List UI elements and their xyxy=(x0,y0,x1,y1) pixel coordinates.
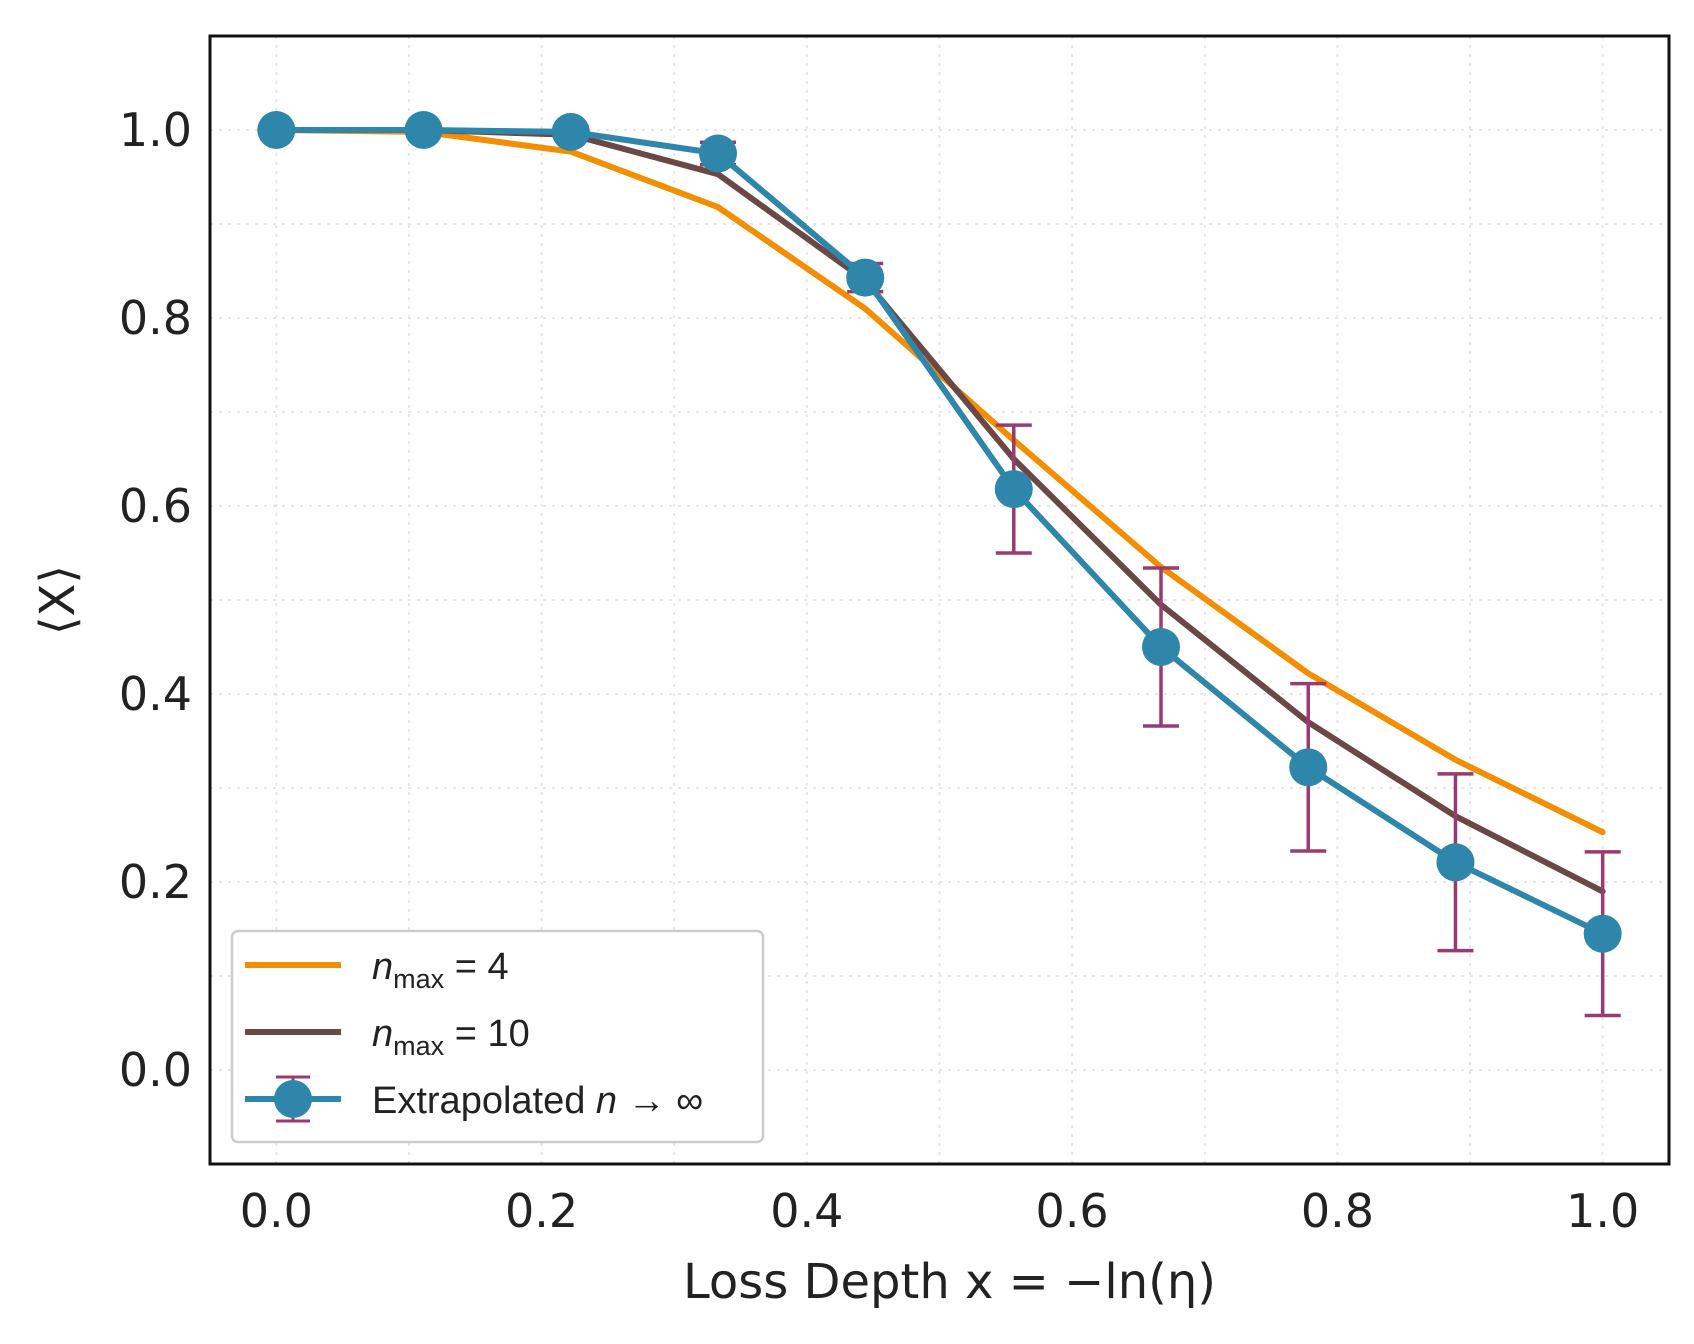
legend: nmax = 4 nmax = 10 Extrapolated n → ∞ xyxy=(230,929,765,1144)
data-point xyxy=(404,111,443,149)
y-tick-label: 0.8 xyxy=(119,291,192,345)
legend-label-nmax-4: nmax = 4 xyxy=(372,946,509,994)
data-point xyxy=(1289,748,1328,787)
series-line-2 xyxy=(273,127,1606,937)
legend-label-extrapolated: Extrapolated n → ∞ xyxy=(372,1080,703,1122)
legend-label-nmax-4-n: n xyxy=(372,946,393,988)
data-point xyxy=(1583,914,1622,953)
y-tick-label: 0.6 xyxy=(119,479,192,533)
y-axis-label: ⟨X⟩ xyxy=(30,565,86,635)
data-point xyxy=(1436,843,1475,882)
data-point xyxy=(1142,628,1181,666)
series-line-0 xyxy=(273,127,1606,836)
legend-box xyxy=(230,929,765,1144)
data-point xyxy=(846,258,885,297)
y-tick-label: 0.0 xyxy=(119,1043,192,1097)
x-tick-label: 0.0 xyxy=(240,1184,313,1238)
data-point xyxy=(698,134,737,173)
legend-label-nmax-4-sub: max xyxy=(393,964,445,994)
grid xyxy=(210,36,1669,1164)
x-tick-label: 0.6 xyxy=(1036,1184,1109,1238)
legend-label-nmax-10: nmax = 10 xyxy=(372,1013,530,1061)
legend-entry-extrapolated: Extrapolated n → ∞ xyxy=(245,1075,703,1123)
legend-label-nmax-4-value: = 4 xyxy=(444,946,508,988)
x-tick-label: 0.2 xyxy=(505,1184,578,1238)
legend-marker-extrapolated xyxy=(274,1080,312,1118)
legend-entry-nmax-10: nmax = 10 xyxy=(245,1013,530,1061)
x-tick-label: 0.4 xyxy=(770,1184,843,1238)
legend-label-nmax-10-n: n xyxy=(372,1013,393,1055)
ticks: 0.0 0.2 0.4 0.6 0.8 1.0 0.0 0.2 0.4 0.6 0.8 1.0 xyxy=(119,103,1639,1238)
data-point xyxy=(551,112,590,151)
y-tick-label: 0.2 xyxy=(119,855,192,909)
data-point xyxy=(257,111,296,149)
y-tick-label: 1.0 xyxy=(119,103,192,157)
legend-label-nmax-10-value: = 10 xyxy=(444,1013,530,1055)
plot-frame xyxy=(208,34,1671,1166)
data-point xyxy=(994,470,1033,509)
legend-label-nmax-10-sub: max xyxy=(393,1031,445,1061)
legend-label-extrapolated-prefix: Extrapolated xyxy=(372,1080,596,1122)
legend-label-extrapolated-limit: → ∞ xyxy=(617,1080,703,1122)
x-tick-label: 0.8 xyxy=(1301,1184,1374,1238)
y-tick-label: 0.4 xyxy=(119,667,192,721)
legend-label-extrapolated-n: n xyxy=(596,1080,617,1122)
x-tick-label: 1.0 xyxy=(1566,1184,1639,1238)
legend-entry-nmax-4: nmax = 4 xyxy=(245,946,509,994)
series-layer xyxy=(257,111,1622,1018)
x-axis-label: Loss Depth x = −ln(η) xyxy=(683,1254,1216,1310)
